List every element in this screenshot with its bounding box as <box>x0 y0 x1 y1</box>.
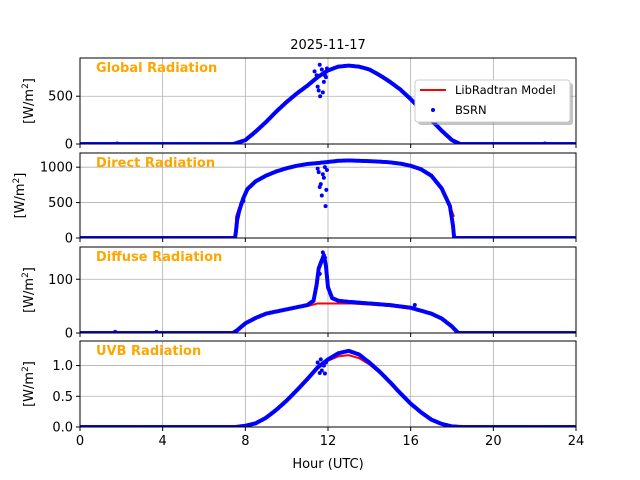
bsrn-point <box>315 84 320 89</box>
y-tick-label: 1.0 <box>52 359 73 374</box>
y-axis-label: [W/m2] <box>21 267 37 313</box>
bsrn-point <box>321 79 326 84</box>
y-axis-label: [W/m2] <box>12 173 28 219</box>
legend-box <box>414 79 571 123</box>
y-axis-label-sup: 2 <box>12 178 22 184</box>
chart-title: 2025-11-17 <box>290 38 366 53</box>
bsrn-point <box>324 187 329 192</box>
y-tick-label: 500 <box>48 196 73 211</box>
bsrn-point <box>321 175 326 180</box>
bsrn-point <box>323 360 328 365</box>
x-tick-label: 4 <box>159 434 167 449</box>
bsrn-point <box>154 329 159 333</box>
bsrn-point <box>322 371 327 376</box>
plot-area <box>80 348 576 427</box>
bsrn-point <box>316 88 321 93</box>
legend-bsrn-label: BSRN <box>455 103 487 117</box>
bsrn-point <box>320 250 325 255</box>
y-tick-label: 0 <box>65 327 73 342</box>
bsrn-point <box>324 168 329 172</box>
panel-title: Direct Radiation <box>96 156 215 171</box>
bsrn-point <box>323 204 328 209</box>
bsrn-point <box>317 271 322 276</box>
y-axis-label-sup: 2 <box>21 83 31 89</box>
bsrn-point <box>113 329 118 333</box>
bsrn-point <box>318 357 323 362</box>
y-tick-label: 500 <box>48 90 73 105</box>
panel-title: Diffuse Radiation <box>96 250 222 265</box>
y-axis-label-end: ] <box>22 361 37 366</box>
y-axis-label-end: ] <box>22 78 37 83</box>
panel-3: 0.0 0.5 1.0 0 4 8 12 16 20 24 [W/m2] UVB Radiation <box>21 340 585 449</box>
bsrn-point <box>324 66 329 71</box>
x-tick-label: 24 <box>568 434 585 449</box>
x-tick-label: 8 <box>241 434 249 449</box>
y-tick-label: 0 <box>65 232 73 247</box>
x-tick-label: 0 <box>76 434 84 449</box>
x-axis-label: Hour (UTC) <box>292 457 363 472</box>
legend-model-label: LibRadtran Model <box>455 83 556 97</box>
y-axis-label-end: ] <box>13 173 28 178</box>
bsrn-point <box>318 94 323 99</box>
y-axis-label-end: ] <box>22 267 37 272</box>
bsrn-point <box>319 67 324 72</box>
bsrn-point <box>115 141 120 144</box>
bsrn-point <box>314 73 319 78</box>
y-tick-label: 100 <box>48 273 73 288</box>
y-axis-label: [W/m2] <box>21 78 37 124</box>
panel-title: UVB Radiation <box>96 344 201 359</box>
bsrn-point <box>322 255 327 260</box>
y-tick-label: 0.0 <box>52 421 73 436</box>
bsrn-point <box>412 303 417 308</box>
bsrn-point <box>321 363 326 368</box>
y-tick-label: 1000 <box>40 161 73 176</box>
x-tick-label: 12 <box>320 434 337 449</box>
y-axis-label: [W/m2] <box>21 361 37 407</box>
panel-1: 0 500 1000 [W/m2] Direct Radiation <box>12 152 577 247</box>
bsrn-point <box>316 170 321 175</box>
bsrn-point <box>318 182 323 187</box>
bsrn-point <box>323 75 328 80</box>
bsrn-point <box>241 199 246 204</box>
bsrn-point <box>315 360 320 365</box>
y-axis-label-sup: 2 <box>21 272 31 278</box>
y-tick-label: 0.5 <box>52 390 73 405</box>
x-tick-label: 16 <box>402 434 419 449</box>
bsrn-point <box>315 166 320 171</box>
bsrn-point <box>317 62 322 67</box>
bsrn-point <box>322 165 327 170</box>
legend: LibRadtran Model BSRN <box>414 79 573 125</box>
y-tick-label: 0 <box>65 138 73 153</box>
y-axis-label-sup: 2 <box>21 366 31 372</box>
model-line <box>80 159 455 238</box>
bsrn-point <box>320 90 325 95</box>
bsrn-point <box>543 141 547 144</box>
legend-bsrn-swatch <box>431 108 435 112</box>
panel-2: 0 100 [W/m2] Diffuse Radiation <box>21 246 577 342</box>
bsrn-point <box>320 172 325 177</box>
bsrn-point <box>319 193 324 198</box>
bsrn-point <box>319 368 324 373</box>
bsrn-point <box>312 69 317 74</box>
bsrn-point <box>239 202 244 206</box>
panel-title: Global Radiation <box>96 61 217 76</box>
x-tick-label: 20 <box>485 434 502 449</box>
